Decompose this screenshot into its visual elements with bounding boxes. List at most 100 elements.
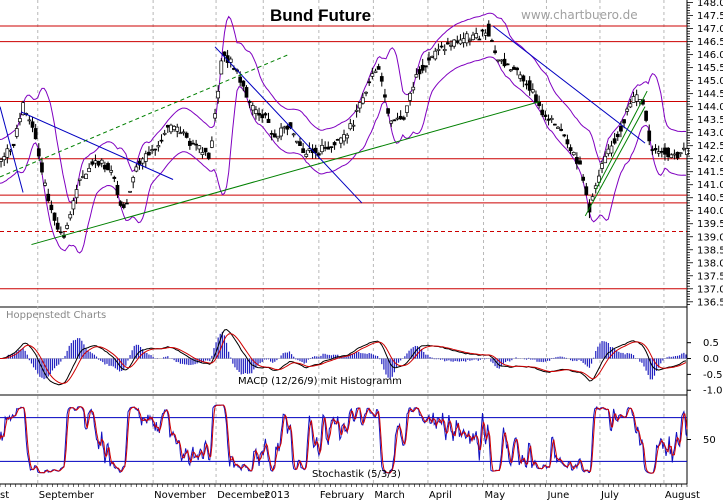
candle-body	[581, 176, 586, 181]
candle-body	[508, 69, 513, 72]
candle-body	[2, 156, 7, 161]
stochastic-panel: 50	[0, 404, 716, 474]
vertical-gridlines	[37, 0, 665, 484]
trend-lines	[0, 25, 648, 246]
candle-body	[524, 83, 529, 86]
price-tick-label: 136.5	[697, 297, 723, 308]
candle-body	[364, 91, 368, 94]
candle-body	[279, 127, 283, 137]
candle-body	[543, 114, 548, 117]
candle-body	[128, 190, 132, 193]
candle-body	[326, 146, 331, 150]
candle-body	[637, 99, 642, 103]
candle-body	[414, 74, 419, 78]
trend-line-resistance	[214, 46, 363, 204]
month-label: September	[39, 490, 95, 501]
candle-body	[367, 81, 372, 84]
candle-body	[178, 132, 183, 135]
candle-body	[216, 90, 221, 99]
candle-body	[143, 153, 148, 162]
price-tick-label: 138.5	[697, 245, 723, 256]
candle-body	[55, 222, 60, 230]
month-label: November	[154, 490, 207, 501]
candle-body	[257, 112, 261, 116]
candle-body	[140, 158, 145, 164]
candle-body	[389, 120, 394, 124]
candle-body	[471, 34, 475, 41]
candle-body	[134, 166, 139, 172]
month-label: August	[665, 490, 700, 501]
macd-tick-label: -0.5	[703, 370, 723, 381]
candle-body	[483, 32, 488, 36]
candle-body	[600, 163, 604, 169]
candle-body	[405, 105, 409, 113]
trend-line-support	[595, 90, 648, 191]
candle-body	[383, 94, 387, 98]
candle-body	[442, 48, 447, 52]
candle-body	[647, 130, 652, 142]
candle-body	[401, 117, 406, 120]
trend-line-support	[584, 106, 646, 217]
candle-body	[11, 143, 16, 146]
stoch-k-line	[0, 404, 688, 474]
candle-body	[565, 139, 570, 145]
candle-body	[675, 151, 680, 159]
candle-body	[379, 76, 384, 82]
candle-body	[628, 103, 633, 108]
candle-body	[175, 126, 180, 132]
candle-body	[392, 119, 397, 122]
candle-body	[342, 134, 346, 142]
stochastic-label: Stochastik (5/3/3)	[312, 469, 401, 480]
candle-body	[656, 151, 661, 154]
candle-body	[40, 162, 44, 173]
candle-body	[241, 80, 246, 87]
candle-body	[527, 80, 532, 91]
candle-body	[417, 69, 422, 75]
candle-body	[84, 173, 88, 179]
candle-body	[672, 153, 677, 156]
month-label: June	[546, 490, 569, 501]
price-tick-label: 145.5	[697, 63, 723, 74]
candle-body	[90, 161, 95, 165]
candle-body	[165, 124, 170, 128]
candle-body	[147, 151, 151, 156]
macd-tick-label: 0.0	[703, 354, 719, 365]
month-label: April	[429, 490, 452, 501]
candle-body	[530, 89, 535, 93]
candle-body	[663, 147, 667, 155]
price-tick-label: 147.0	[697, 24, 723, 35]
candle-body	[81, 176, 85, 178]
candle-body	[370, 73, 375, 77]
macd-tick-label: 0.5	[703, 338, 719, 349]
candle-body	[266, 118, 271, 123]
candle-body	[21, 102, 25, 116]
price-tick-label: 146.5	[697, 37, 723, 48]
trend-line-resistance	[20, 111, 174, 180]
candle-body	[156, 145, 161, 148]
candle-body	[534, 94, 538, 103]
candle-body	[559, 128, 563, 131]
price-tick-label: 142.0	[697, 154, 723, 165]
month-label: February	[320, 490, 364, 501]
macd-line	[0, 328, 687, 386]
candle-body	[260, 114, 265, 119]
candle-body	[502, 58, 507, 67]
price-tick-label: 137.5	[697, 271, 723, 282]
candle-body	[159, 139, 164, 142]
candle-body	[512, 66, 516, 70]
trend-line-support	[31, 100, 541, 246]
candle-body	[540, 109, 545, 116]
candle-body	[430, 56, 434, 58]
candle-body	[213, 113, 217, 119]
candle-body	[348, 123, 353, 130]
candle-body	[14, 128, 19, 137]
candle-body	[194, 143, 198, 146]
candle-body	[77, 178, 82, 181]
candle-body	[521, 75, 526, 82]
candle-body	[118, 201, 123, 206]
candle-body	[505, 63, 510, 66]
candle-body	[58, 231, 63, 234]
candle-body	[339, 137, 343, 144]
trend-line-resistance	[0, 106, 24, 193]
candle-body	[650, 149, 655, 151]
